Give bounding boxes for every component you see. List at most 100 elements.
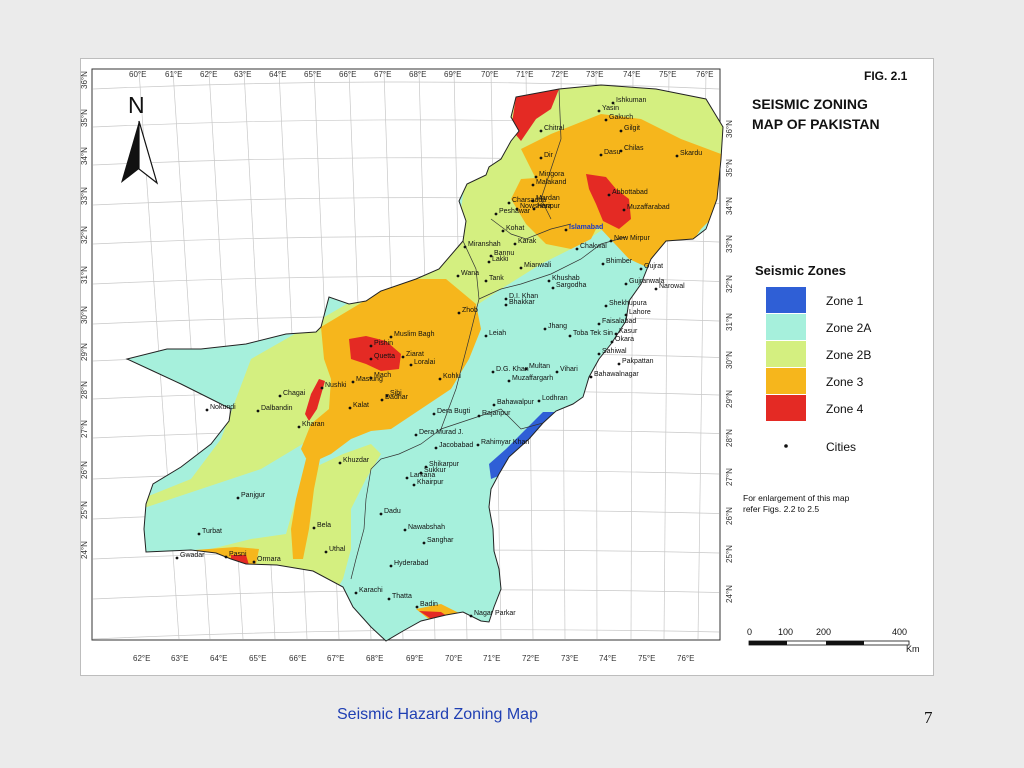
city-label: Khuzdar (343, 457, 370, 464)
city-label: Shekhupura (609, 300, 647, 307)
city-label: Gakuch (609, 114, 633, 121)
right-latitude-label: 34°N (725, 197, 734, 215)
city-marker (524, 367, 528, 371)
north-arrow: N (121, 92, 159, 185)
slide-caption: Seismic Hazard Zoning Map (337, 706, 538, 723)
legend-title: Seismic Zones (755, 263, 846, 278)
city-label: Dir (544, 152, 554, 159)
top-longitude-label: 65°E (304, 70, 321, 79)
top-longitude-label: 72°E (551, 70, 568, 79)
scale-bar: 0 100 200 400 Km (747, 627, 920, 654)
legend-swatch (766, 341, 806, 367)
city-label: Gujrat (644, 263, 663, 270)
city-label: Faisalabad (602, 318, 636, 325)
top-longitude-label: 73°E (586, 70, 603, 79)
legend-zone-label: Zone 3 (826, 375, 864, 389)
left-latitude-label: 27°N (81, 420, 89, 438)
city-marker (484, 279, 488, 283)
city-label: Rahimyar Khan (481, 439, 529, 446)
seismic-zones-layer (125, 84, 724, 642)
city-marker (504, 303, 508, 307)
city-label: Karak (518, 238, 537, 245)
city-label: Pishin (374, 340, 393, 347)
city-marker (532, 207, 536, 211)
figure-frame: Ishkuman Yasin Gakuch Gilgit Chitral Chilas Sk… (80, 58, 934, 676)
city-marker (491, 370, 495, 374)
city-marker (531, 183, 535, 187)
city-marker (607, 193, 611, 197)
city-label: Haripur (537, 203, 561, 210)
city-marker (597, 109, 601, 113)
city-label: Chagai (283, 390, 306, 397)
city-marker (547, 279, 551, 283)
city-marker (297, 425, 301, 429)
legend-swatch (766, 368, 806, 394)
city-marker (312, 526, 316, 530)
city-label: Charsadda (512, 197, 546, 204)
city-label: Sanghar (427, 537, 454, 544)
city-label: Shikarpur (429, 461, 460, 468)
city-marker (543, 327, 547, 331)
city-marker (477, 414, 481, 418)
city-label: Dasu (604, 149, 620, 156)
zone-3-north-area (521, 114, 721, 269)
city-marker (351, 380, 355, 384)
city-label: Islamabad (569, 224, 603, 231)
bottom-longitude-label: 70°E (445, 654, 462, 663)
city-label: Uthal (329, 546, 346, 553)
city-marker (387, 597, 391, 601)
city-label: Mianwali (524, 262, 552, 269)
city-label: Khairpur (417, 479, 444, 486)
bottom-longitude-label: 71°E (483, 654, 500, 663)
city-marker (419, 471, 423, 475)
city-marker (476, 443, 480, 447)
city-label: Dadhar (385, 394, 409, 401)
city-marker (564, 228, 568, 232)
city-label: Skardu (680, 150, 702, 157)
city-marker (611, 101, 615, 105)
city-label: Dera Murad J. (419, 429, 463, 436)
city-marker (501, 229, 505, 233)
city-label: Pakpattan (622, 358, 654, 365)
city-marker (610, 340, 614, 344)
bottom-longitude-label: 67°E (327, 654, 344, 663)
top-longitude-label: 62°E (200, 70, 217, 79)
city-label: Zhob (462, 307, 478, 314)
city-marker (369, 357, 373, 361)
city-marker (256, 409, 260, 413)
city-marker (487, 260, 491, 264)
city-marker (463, 245, 467, 249)
city-label: Jacobabad (439, 442, 473, 449)
bottom-longitude-label: 66°E (289, 654, 306, 663)
city-label: Kalat (353, 402, 369, 409)
city-marker (348, 406, 352, 410)
city-marker (589, 375, 593, 379)
city-marker (601, 262, 605, 266)
bottom-longitude-label: 72°E (522, 654, 539, 663)
city-marker (551, 286, 555, 290)
map-neatline (91, 68, 721, 641)
map-title-line2: MAP OF PAKISTAN (752, 116, 880, 132)
city-label: D.I. Khan (509, 293, 538, 300)
city-marker (575, 247, 579, 251)
city-label: Bahawalpur (497, 399, 535, 406)
bottom-longitude-label: 74°E (599, 654, 616, 663)
city-marker (494, 212, 498, 216)
city-marker (224, 555, 228, 559)
legend-cities-label: Cities (826, 440, 856, 454)
city-marker (236, 496, 240, 500)
north-label: N (128, 92, 145, 118)
city-label: Ormara (257, 556, 281, 563)
city-marker (484, 334, 488, 338)
top-longitude-label: 69°E (444, 70, 461, 79)
scale-tick-400: 400 (892, 627, 907, 637)
left-latitude-label: 25°N (81, 501, 89, 519)
city-label: Muzaffargarh (512, 375, 553, 382)
city-label: Chilas (624, 145, 644, 152)
city-label: Ziarat (406, 351, 424, 358)
legend-swatch (766, 314, 806, 340)
scale-tick-0: 0 (747, 627, 752, 637)
city-marker (619, 149, 623, 153)
